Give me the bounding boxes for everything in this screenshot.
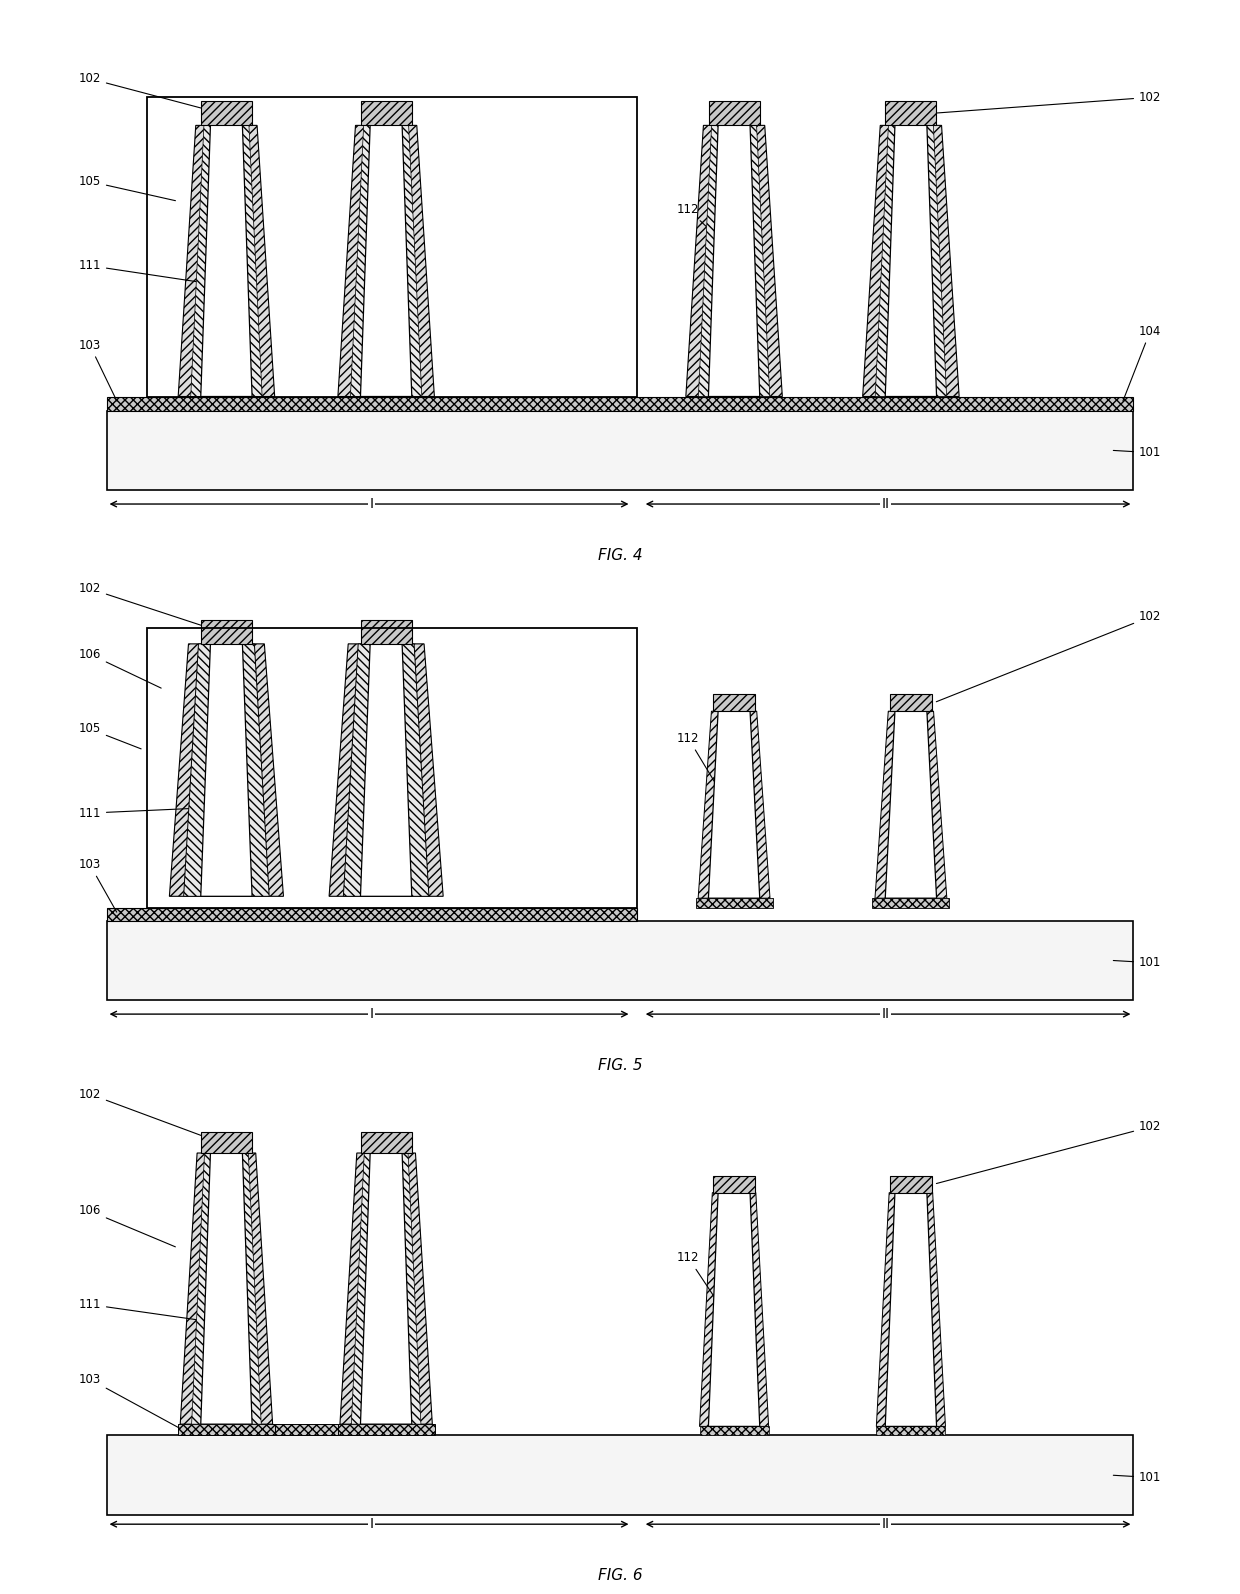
Text: 111: 111 (78, 807, 201, 819)
Text: 111: 111 (78, 260, 201, 282)
Polygon shape (201, 126, 252, 397)
Text: I: I (370, 1517, 374, 1532)
Text: 102: 102 (936, 1121, 1162, 1183)
Text: 105: 105 (78, 722, 141, 749)
Bar (275, 1423, 337, 1435)
Polygon shape (708, 126, 760, 397)
Polygon shape (351, 126, 422, 397)
Polygon shape (179, 126, 275, 397)
Bar (696, 897, 773, 909)
Bar (877, 1427, 945, 1435)
Text: 106: 106 (78, 1205, 175, 1247)
Polygon shape (361, 644, 412, 896)
Text: 112: 112 (677, 732, 722, 792)
Bar (713, 695, 755, 711)
Bar (201, 100, 252, 126)
Bar (107, 397, 1133, 411)
Text: FIG. 4: FIG. 4 (598, 548, 642, 563)
Bar (873, 897, 950, 909)
Polygon shape (863, 126, 960, 397)
Text: 105: 105 (78, 175, 175, 201)
Bar (885, 100, 936, 126)
Polygon shape (191, 126, 262, 397)
Polygon shape (351, 1152, 420, 1423)
Polygon shape (201, 644, 252, 896)
Polygon shape (698, 711, 770, 897)
Text: 101: 101 (1114, 956, 1162, 969)
Polygon shape (184, 644, 269, 896)
Polygon shape (708, 1192, 760, 1427)
Bar (361, 1132, 412, 1152)
Bar (361, 100, 412, 126)
Bar (146, 628, 637, 909)
Polygon shape (885, 1192, 936, 1427)
Text: I: I (370, 497, 374, 512)
Polygon shape (340, 1152, 433, 1423)
Text: I: I (370, 1007, 374, 1022)
Text: 103: 103 (78, 1372, 180, 1428)
Polygon shape (343, 644, 429, 896)
Bar (179, 1423, 275, 1435)
Polygon shape (180, 1152, 273, 1423)
Bar (699, 1427, 769, 1435)
Polygon shape (885, 711, 936, 897)
Bar (107, 1435, 1133, 1514)
Text: 102: 102 (78, 72, 218, 113)
Bar (890, 695, 931, 711)
Polygon shape (875, 126, 946, 397)
Text: 106: 106 (78, 647, 161, 689)
Polygon shape (698, 126, 770, 397)
Text: II: II (882, 497, 889, 512)
Bar (337, 1423, 435, 1435)
Polygon shape (686, 126, 782, 397)
Bar (107, 909, 637, 921)
Polygon shape (708, 711, 760, 897)
Bar (201, 620, 252, 644)
Bar (201, 1132, 252, 1152)
Bar (107, 411, 1133, 489)
Text: 103: 103 (78, 858, 117, 912)
Text: 112: 112 (677, 1251, 722, 1307)
Text: 101: 101 (1114, 446, 1162, 459)
Bar (146, 97, 637, 397)
Text: 104: 104 (1123, 325, 1162, 402)
Polygon shape (170, 644, 284, 896)
Polygon shape (877, 1192, 945, 1427)
Text: II: II (882, 1007, 889, 1022)
Text: II: II (882, 1517, 889, 1532)
Bar (107, 921, 1133, 999)
Text: 102: 102 (78, 582, 218, 631)
Text: 111: 111 (78, 1298, 203, 1321)
Bar (361, 620, 412, 644)
Text: 103: 103 (78, 338, 117, 402)
Polygon shape (361, 126, 412, 397)
Text: 102: 102 (936, 611, 1162, 701)
Bar (890, 1176, 931, 1192)
Text: FIG. 5: FIG. 5 (598, 1058, 642, 1073)
Polygon shape (201, 1152, 252, 1423)
Polygon shape (361, 1152, 412, 1423)
Bar (713, 1176, 755, 1192)
Text: 101: 101 (1114, 1471, 1162, 1484)
Polygon shape (329, 644, 443, 896)
Polygon shape (875, 711, 947, 897)
Polygon shape (885, 126, 936, 397)
Polygon shape (192, 1152, 262, 1423)
Polygon shape (699, 1192, 769, 1427)
Text: 102: 102 (78, 1087, 218, 1141)
Bar (708, 100, 760, 126)
Text: 102: 102 (936, 91, 1162, 113)
Text: 112: 112 (677, 202, 727, 245)
Text: FIG. 6: FIG. 6 (598, 1568, 642, 1583)
Polygon shape (337, 126, 434, 397)
